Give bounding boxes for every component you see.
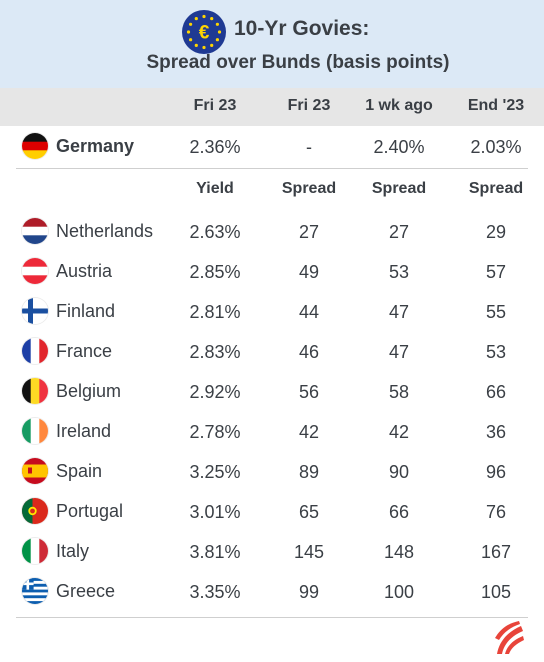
cell-spread: 49 xyxy=(298,262,320,282)
subheader-spread: Spread xyxy=(281,180,337,197)
italy-flag-icon xyxy=(22,538,48,564)
cell-spread-year-end: 105 xyxy=(480,582,512,602)
country-name: Greece xyxy=(56,581,116,601)
cell-spread-week-ago: 47 xyxy=(388,302,410,322)
france-flag-icon xyxy=(22,338,48,364)
cell-spread: 27 xyxy=(298,222,320,242)
cell-yield: 2.85% xyxy=(189,262,241,282)
belgium-flag-icon xyxy=(22,378,48,404)
subheader-spread-week: Spread xyxy=(371,180,427,197)
cell-spread-year-end: 36 xyxy=(485,422,507,442)
cell-spread-year-end: 96 xyxy=(485,462,507,482)
brand-logo-icon xyxy=(495,621,524,654)
reference-spread: - xyxy=(306,137,312,157)
column-header-year-end: End '23 xyxy=(467,97,525,114)
cell-spread-week-ago: 66 xyxy=(388,502,410,522)
divider xyxy=(16,168,528,169)
cell-spread: 89 xyxy=(298,462,320,482)
header: € 10-Yr Govies: Spread over Bunds (basis… xyxy=(0,0,544,88)
reference-country: Germany xyxy=(56,136,135,156)
austria-flag-icon xyxy=(22,258,48,284)
cell-spread: 145 xyxy=(293,542,325,562)
reference-week-ago: 2.40% xyxy=(373,137,425,157)
cell-yield: 2.92% xyxy=(189,382,241,402)
cell-spread-week-ago: 90 xyxy=(388,462,410,482)
cell-spread-week-ago: 148 xyxy=(383,542,415,562)
cell-yield: 2.81% xyxy=(189,302,241,322)
country-name: Belgium xyxy=(56,381,122,401)
cell-spread: 42 xyxy=(298,422,320,442)
cell-spread: 99 xyxy=(298,582,320,602)
country-name: Spain xyxy=(56,461,103,481)
column-header-yield-date: Fri 23 xyxy=(193,97,237,114)
portugal-flag-icon xyxy=(22,498,48,524)
cell-spread-week-ago: 100 xyxy=(383,582,415,602)
country-name: Austria xyxy=(56,261,113,281)
greece-flag-icon xyxy=(22,578,48,604)
cell-yield: 2.78% xyxy=(189,422,241,442)
country-name: Italy xyxy=(56,541,90,561)
column-header-band xyxy=(0,88,544,126)
cell-spread-year-end: 57 xyxy=(485,262,507,282)
country-name: Finland xyxy=(56,301,116,321)
cell-yield: 3.81% xyxy=(189,542,241,562)
footer-divider xyxy=(16,617,528,618)
cell-spread-week-ago: 27 xyxy=(388,222,410,242)
cell-spread-week-ago: 47 xyxy=(388,342,410,362)
cell-spread-week-ago: 53 xyxy=(388,262,410,282)
country-name: Portugal xyxy=(56,501,124,521)
netherlands-flag-icon xyxy=(22,218,48,244)
country-name: Netherlands xyxy=(56,221,154,241)
cell-spread-year-end: 167 xyxy=(480,542,512,562)
reference-year-end: 2.03% xyxy=(470,137,522,157)
column-header-week-ago: 1 wk ago xyxy=(365,97,433,114)
subheader-spread-year: Spread xyxy=(468,180,524,197)
country-name: France xyxy=(56,341,113,361)
page-subtitle: Spread over Bunds (basis points) xyxy=(146,52,450,73)
cell-spread: 44 xyxy=(298,302,320,322)
svg-text:€: € xyxy=(199,23,210,44)
cell-spread-year-end: 66 xyxy=(485,382,507,402)
reference-yield: 2.36% xyxy=(189,137,241,157)
country-name: Ireland xyxy=(56,421,112,441)
cell-spread-year-end: 76 xyxy=(485,502,507,522)
column-header-spread-date: Fri 23 xyxy=(287,97,331,114)
finland-flag-icon xyxy=(22,298,48,324)
germany-flag-icon xyxy=(22,133,48,159)
subheader-yield: Yield xyxy=(196,180,234,197)
cell-spread-year-end: 29 xyxy=(485,222,507,242)
ireland-flag-icon xyxy=(22,418,48,444)
cell-yield: 2.63% xyxy=(189,222,241,242)
cell-spread-week-ago: 42 xyxy=(388,422,410,442)
cell-spread-year-end: 55 xyxy=(485,302,507,322)
spain-flag-icon xyxy=(22,458,48,484)
cell-spread: 56 xyxy=(298,382,320,402)
cell-spread-week-ago: 58 xyxy=(388,382,410,402)
eu-flag-euro-icon: € xyxy=(182,10,226,54)
cell-spread: 46 xyxy=(298,342,320,362)
cell-spread-year-end: 53 xyxy=(485,342,507,362)
cell-yield: 3.25% xyxy=(189,462,241,482)
cell-yield: 3.35% xyxy=(189,582,241,602)
cell-yield: 3.01% xyxy=(189,502,241,522)
cell-yield: 2.83% xyxy=(189,342,241,362)
page-title: 10-Yr Govies: xyxy=(234,17,370,40)
cell-spread: 65 xyxy=(298,502,320,522)
